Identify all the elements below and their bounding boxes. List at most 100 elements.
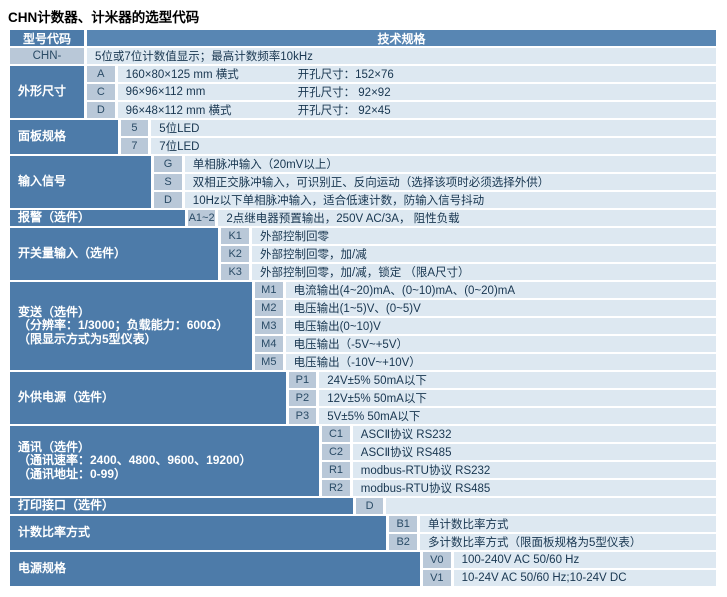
- option-desc-cell: 160×80×125 mm 横式 开孔尺寸：152×76: [117, 66, 716, 82]
- option-desc-text: 电压输出(1~5)V、(0~5)V: [293, 303, 421, 315]
- option-desc-text: 10-24V AC 50/60 Hz;10-24V DC: [461, 572, 627, 584]
- option-desc-cell: 10Hz以下单相脉冲输入，适合低速计数，防输入信号抖动: [184, 192, 716, 208]
- option-code-cell: D: [154, 192, 182, 208]
- option-code-cell: V0: [423, 552, 451, 568]
- option-desc-cell: 10-24V AC 50/60 Hz;10-24V DC: [453, 570, 716, 586]
- section-label: 面板规格: [10, 120, 118, 154]
- option-desc-text: 单相脉冲输入（20mV以上）: [192, 159, 338, 171]
- section-label: 外形尺寸: [10, 66, 84, 118]
- section-label-line: （限显示方式为5型仪表）: [18, 331, 157, 346]
- option-code-cell: K1: [221, 228, 249, 244]
- option-code-cell: K2: [221, 246, 249, 262]
- option-desc-text: 100-240V AC 50/60 Hz: [461, 554, 580, 566]
- option-code-cell: C2: [322, 444, 350, 460]
- option-desc-cell: modbus-RTU协议 RS485: [352, 480, 716, 496]
- option-code-cell: M4: [255, 336, 283, 352]
- section-label: 打印接口（选件）: [10, 498, 353, 514]
- option-code-cell: A1~2: [187, 210, 216, 226]
- option-desc-cell: 电流输出(4~20)mA、(0~10)mA、(0~20)mA: [285, 282, 716, 298]
- option-desc-text: 多计数比率方式（限面板规格为5型仪表）: [428, 537, 642, 549]
- section-label-line: 面板规格: [18, 129, 67, 144]
- option-desc-cell: [386, 498, 716, 514]
- option-desc-cell: 12V±5% 50mA以下: [319, 390, 716, 406]
- option-code-cell: R1: [322, 462, 350, 478]
- option-desc-cell: 外部控制回零: [252, 228, 716, 244]
- option-code-cell: D: [87, 102, 115, 118]
- option-desc-text: modbus-RTU协议 RS485: [360, 483, 491, 495]
- option-code-cell: 5: [120, 120, 149, 136]
- header-tech-spec: 技术规格: [87, 30, 716, 46]
- option-code-cell: 7: [120, 138, 149, 154]
- option-desc-text: 外部控制回零，加/减，锁定 （限A尺寸）: [260, 267, 470, 279]
- option-desc-cell: 单计数比率方式: [420, 516, 716, 532]
- section-label: 开关量输入（选件）: [10, 228, 219, 280]
- option-desc-cell: 24V±5% 50mA以下: [319, 372, 716, 388]
- option-code-cell: S: [154, 174, 182, 190]
- option-code-cell: A: [87, 66, 115, 82]
- option-desc-cell: 96×96×112 mm 开孔尺寸： 92×92: [117, 84, 716, 100]
- section-label-line: （通讯速率：2400、4800、9600、19200）: [18, 453, 252, 468]
- option-desc-text: 电压输出（-5V~+5V）: [293, 339, 408, 351]
- section-label-line: 开关量输入（选件）: [18, 246, 127, 261]
- option-desc-text: 96×48×112 mm 横式: [125, 105, 232, 117]
- option-desc-text: 24V±5% 50mA以下: [327, 375, 427, 387]
- section-label-line: 外形尺寸: [18, 84, 67, 99]
- option-desc-cell: modbus-RTU协议 RS232: [352, 462, 716, 478]
- option-desc-text: 5位LED: [159, 123, 200, 135]
- option-desc-text: 双相正交脉冲输入，可识别正、反向运动（选择该项时必须选择外供）: [192, 177, 550, 189]
- option-desc-cell: 电压输出(1~5)V、(0~5)V: [285, 300, 716, 316]
- section-label: 变送（选件） （分辨率：1/3000；负载能力：600Ω） （限显示方式为5型仪表）: [10, 282, 252, 370]
- option-desc-cell: 2点继电器预置输出，250V AC/3A， 阻性负载: [218, 210, 716, 226]
- option-desc-cell: 单相脉冲输入（20mV以上）: [184, 156, 716, 172]
- section-label-line: 报警（选件）: [18, 210, 91, 225]
- section-label-line: 通讯（选件）: [18, 439, 91, 454]
- option-desc-text: 电压输出(0~10)V: [293, 321, 381, 333]
- option-desc-text: 12V±5% 50mA以下: [327, 393, 427, 405]
- option-desc-cell: 100-240V AC 50/60 Hz: [453, 552, 716, 568]
- option-code-cell: M1: [255, 282, 283, 298]
- option-desc-text: 单计数比率方式: [428, 519, 509, 531]
- option-code-cell: P1: [288, 372, 317, 388]
- option-desc-secondary-text: 开孔尺寸：152×76: [297, 69, 394, 81]
- option-code-cell: B1: [389, 516, 417, 532]
- option-desc-cell: 电压输出（-5V~+5V）: [285, 336, 716, 352]
- option-desc-cell: ASCⅡ协议 RS232: [352, 426, 716, 442]
- model-desc-cell: 5位或7位计数值显示；最高计数频率10kHz: [87, 48, 716, 64]
- option-desc-text: 96×96×112 mm: [125, 86, 206, 98]
- option-desc-text: 10Hz以下单相脉冲输入，适合低速计数，防输入信号抖动: [192, 195, 485, 207]
- option-desc-secondary-text: 开孔尺寸： 92×45: [297, 105, 391, 117]
- option-desc-text: 电流输出(4~20)mA、(0~10)mA、(0~20)mA: [293, 285, 516, 297]
- option-desc-cell: 7位LED: [151, 138, 716, 154]
- option-desc-cell: ASCⅡ协议 RS485: [352, 444, 716, 460]
- option-desc-cell: 双相正交脉冲输入，可识别正、反向运动（选择该项时必须选择外供）: [184, 174, 716, 190]
- option-desc-text: 电压输出（-10V~+10V）: [293, 357, 421, 369]
- option-desc-cell: 电压输出（-10V~+10V）: [285, 354, 716, 370]
- section-label-line: 变送（选件）: [18, 304, 91, 319]
- option-code-cell: M5: [255, 354, 283, 370]
- option-desc-text: 外部控制回零，加/减: [260, 249, 367, 261]
- model-desc-text: 5位或7位计数值显示；最高计数频率10kHz: [95, 51, 313, 63]
- section-label-line: 外供电源（选件）: [18, 390, 115, 405]
- option-code-cell: C: [87, 84, 115, 100]
- option-code-cell: B2: [389, 534, 417, 550]
- option-desc-cell: 电压输出(0~10)V: [285, 318, 716, 334]
- section-label-line: 打印接口（选件）: [18, 498, 115, 513]
- selection-code-table: 型号代码 技术规格 CHN- 5位或7位计数值显示；最高计数频率10kHz 外形…: [10, 30, 716, 590]
- section-label: 电源规格: [10, 552, 420, 586]
- section-label-line: 计数比率方式: [18, 525, 91, 540]
- option-desc-text: 5V±5% 50mA以下: [327, 411, 421, 423]
- section-label: 外供电源（选件）: [10, 372, 286, 424]
- option-desc-cell: 外部控制回零，加/减，锁定 （限A尺寸）: [252, 264, 716, 280]
- option-desc-cell: 多计数比率方式（限面板规格为5型仪表）: [420, 534, 716, 550]
- option-code-cell: V1: [423, 570, 451, 586]
- option-desc-cell: 5位LED: [151, 120, 716, 136]
- option-code-cell: R2: [322, 480, 350, 496]
- option-code-cell: D: [355, 498, 384, 514]
- option-desc-text: 外部控制回零: [260, 231, 329, 243]
- section-label-line: （通讯地址：0-99）: [18, 466, 127, 481]
- option-code-cell: K3: [221, 264, 249, 280]
- section-label: 计数比率方式: [10, 516, 387, 550]
- section-label-line: 电源规格: [18, 561, 67, 576]
- option-code-cell: M3: [255, 318, 283, 334]
- option-code-cell: G: [154, 156, 182, 172]
